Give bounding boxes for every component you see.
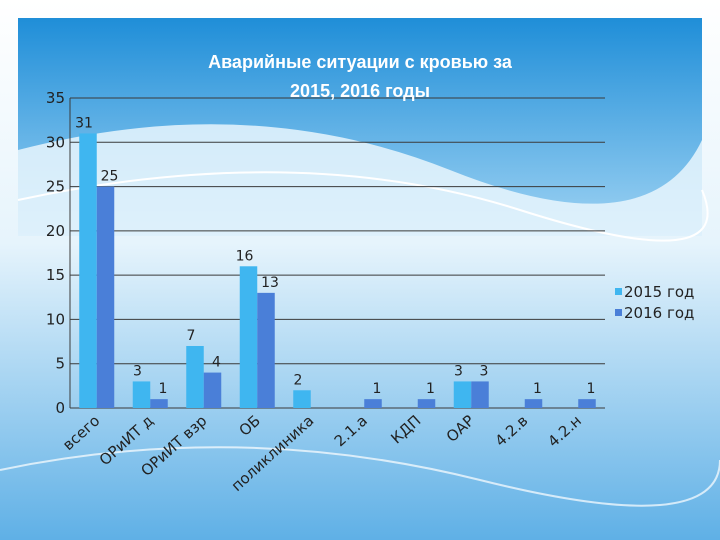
bar [524, 399, 543, 408]
value-label: 25 [101, 169, 119, 185]
value-label: 7 [187, 328, 196, 344]
bar [257, 292, 275, 408]
bar [471, 381, 489, 408]
wave [18, 124, 702, 236]
y-tick-label: 10 [46, 310, 65, 328]
bar [364, 399, 382, 408]
bar [79, 133, 97, 408]
value-label: 13 [261, 275, 279, 291]
wave-line [17, 171, 709, 242]
bar [186, 346, 204, 408]
value-label: 1 [426, 381, 435, 397]
value-label: 3 [454, 363, 463, 379]
legend-label: 2015 год [624, 283, 694, 301]
value-label: 3 [480, 363, 489, 379]
legend-label: 2016 год [624, 304, 694, 322]
legend-swatch [615, 288, 622, 295]
bar [132, 381, 151, 408]
bar [96, 186, 115, 408]
value-label: 4 [212, 355, 221, 371]
value-label: 16 [236, 248, 254, 264]
value-label: 1 [533, 381, 542, 397]
y-tick-label: 15 [46, 266, 65, 284]
bar [417, 399, 436, 408]
chart-title: Аварийные ситуации с кровью за 2015, 201… [208, 52, 512, 101]
wave-line [0, 446, 720, 507]
bar [239, 266, 258, 408]
y-tick-label: 25 [46, 178, 65, 196]
y-tick-label: 5 [55, 355, 65, 373]
bar [150, 399, 168, 408]
bar [578, 399, 596, 408]
value-label: 2 [294, 372, 303, 388]
y-tick-label: 20 [46, 222, 65, 240]
value-label: 1 [373, 381, 382, 397]
y-tick-label: 0 [55, 399, 65, 417]
value-label: 3 [133, 363, 142, 379]
value-label: 1 [587, 381, 596, 397]
legend-swatch [615, 309, 622, 316]
y-tick-label: 35 [46, 89, 65, 107]
bar [453, 381, 472, 408]
value-label: 31 [75, 115, 93, 131]
y-tick-label: 30 [46, 133, 65, 151]
bar [293, 390, 311, 408]
bar [203, 372, 222, 408]
value-label: 1 [159, 381, 168, 397]
